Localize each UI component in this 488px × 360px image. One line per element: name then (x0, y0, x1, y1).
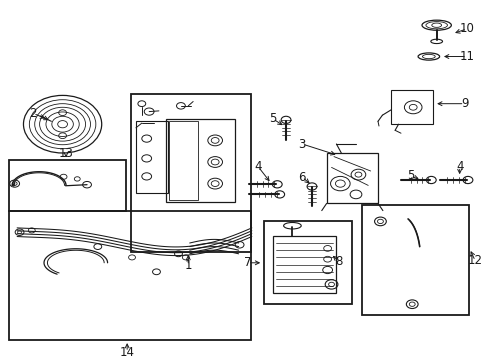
Text: 5: 5 (406, 169, 414, 182)
Bar (168, 121, 198, 200)
Text: 8: 8 (335, 255, 343, 268)
Text: 6: 6 (298, 171, 305, 184)
Bar (131, 94, 250, 252)
Bar (136, 121, 167, 193)
Text: 11: 11 (459, 50, 473, 63)
Bar (264, 221, 351, 304)
Text: 7: 7 (244, 256, 251, 269)
Bar (361, 205, 468, 315)
Text: 14: 14 (120, 346, 134, 359)
Text: 1: 1 (184, 259, 192, 272)
Text: 5: 5 (268, 112, 276, 125)
Text: 10: 10 (459, 22, 473, 35)
Text: 13: 13 (59, 147, 73, 159)
Bar (390, 90, 432, 124)
Bar (326, 153, 377, 203)
Text: 2: 2 (29, 107, 37, 120)
Text: 9: 9 (460, 97, 468, 110)
Bar (272, 236, 336, 293)
Bar (9, 211, 250, 340)
Text: 12: 12 (467, 255, 482, 267)
Text: 3: 3 (298, 138, 305, 150)
Text: 4: 4 (455, 160, 463, 173)
Bar (166, 119, 234, 202)
Bar (9, 160, 126, 211)
Text: 4: 4 (254, 160, 262, 173)
